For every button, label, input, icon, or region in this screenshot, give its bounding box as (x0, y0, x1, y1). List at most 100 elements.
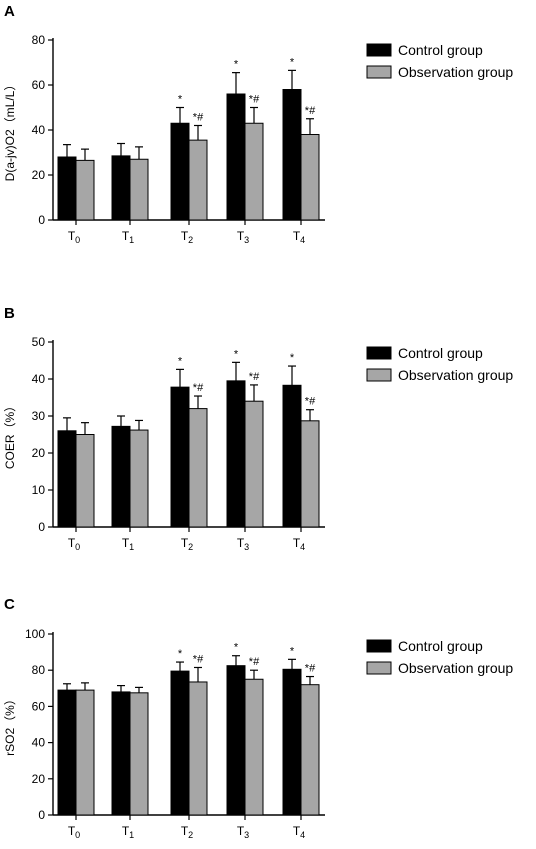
y-tick-label: 20 (32, 168, 46, 182)
significance-marker: * (290, 56, 295, 68)
legend-label: Observation group (398, 367, 513, 383)
y-tick-label: 40 (32, 123, 46, 137)
panel-letter: A (4, 3, 15, 20)
y-tick-label: 80 (32, 663, 46, 677)
y-axis-label: COER（%） (3, 400, 17, 469)
panel-letter: C (4, 596, 15, 613)
x-tick-label: T0 (68, 824, 80, 840)
significance-marker: *# (305, 663, 316, 675)
y-tick-label: 10 (32, 483, 46, 497)
bar-control (111, 155, 131, 221)
x-tick-label: T3 (237, 229, 249, 245)
bar-observation (244, 400, 264, 528)
bar-observation (188, 408, 208, 528)
bar-control (282, 384, 302, 528)
legend-swatch (366, 368, 392, 382)
significance-marker: * (234, 348, 239, 360)
y-tick-label: 80 (32, 33, 46, 47)
bar-observation (300, 420, 320, 528)
x-tick-label: T1 (122, 536, 134, 552)
y-tick-label: 30 (32, 409, 46, 423)
x-tick-label: T0 (68, 536, 80, 552)
significance-marker: * (178, 648, 183, 660)
y-axis-label: rSO2（%） (3, 693, 17, 756)
bar-observation (129, 692, 149, 816)
x-tick-label: T3 (237, 824, 249, 840)
y-tick-label: 100 (25, 627, 45, 641)
x-tick-label: T2 (181, 229, 193, 245)
x-tick-label: T2 (181, 824, 193, 840)
x-tick-label: T4 (293, 229, 305, 245)
y-tick-label: 50 (32, 335, 46, 349)
significance-marker: *# (249, 371, 260, 383)
bar-control (170, 386, 190, 528)
x-tick-label: T3 (237, 536, 249, 552)
x-tick-label: T2 (181, 536, 193, 552)
y-tick-label: 40 (32, 372, 46, 386)
bar-observation (188, 139, 208, 221)
bar-control (111, 425, 131, 528)
bar-control (111, 691, 131, 816)
chart-panel-a: A D(a-jv)O2（mL/L） 0 20 40 60 80 T0 T1 T2 T3 T4 * * * *#… (3, 3, 513, 245)
bar-observation (129, 158, 149, 221)
significance-marker: * (178, 355, 183, 367)
significance-marker: *# (305, 105, 316, 117)
x-tick-label: T1 (122, 824, 134, 840)
significance-marker: *# (305, 396, 316, 408)
significance-marker: *# (249, 656, 260, 668)
bar-control (282, 89, 302, 221)
bar-observation (75, 159, 95, 221)
x-tick-label: T1 (122, 229, 134, 245)
significance-marker: *# (193, 653, 204, 665)
legend-label: Observation group (398, 64, 513, 80)
bar-control (57, 689, 77, 816)
legend-swatch (366, 661, 392, 675)
x-tick-label: T4 (293, 824, 305, 840)
significance-marker: *# (193, 382, 204, 394)
significance-marker: * (178, 94, 183, 106)
x-tick-label: T0 (68, 229, 80, 245)
y-tick-label: 60 (32, 78, 46, 92)
bar-observation (75, 434, 95, 528)
x-tick-label: T4 (293, 536, 305, 552)
panel-letter: B (4, 305, 15, 322)
legend-label: Control group (398, 638, 483, 654)
bar-control (57, 430, 77, 528)
bar-observation (244, 678, 264, 816)
bar-observation (244, 122, 264, 221)
legend-label: Observation group (398, 660, 513, 676)
y-tick-label: 0 (38, 213, 45, 227)
legend-swatch (366, 65, 392, 79)
legend-swatch (366, 639, 392, 653)
bar-observation (188, 681, 208, 816)
bar-observation (300, 134, 320, 221)
bar-observation (300, 684, 320, 816)
significance-marker: *# (193, 112, 204, 124)
bar-control (170, 670, 190, 816)
y-tick-label: 20 (32, 446, 46, 460)
bar-observation (75, 689, 95, 816)
y-tick-label: 20 (32, 772, 46, 786)
y-tick-label: 40 (32, 736, 46, 750)
significance-marker: *# (249, 94, 260, 106)
significance-marker: * (234, 642, 239, 654)
bar-control (282, 668, 302, 816)
significance-marker: * (234, 59, 239, 71)
y-tick-label: 0 (38, 520, 45, 534)
bar-control (57, 156, 77, 221)
bar-control (226, 380, 246, 528)
chart-panel-b: B COER（%） 0 10 20 30 40 50 T0 T1 T2 T3 T4 * * * *# *# *# Co… (3, 305, 513, 552)
significance-marker: * (290, 645, 295, 657)
significance-marker: * (290, 352, 295, 364)
bar-control (226, 93, 246, 221)
legend-swatch (366, 346, 392, 360)
legend-swatch (366, 43, 392, 57)
legend-label: Control group (398, 345, 483, 361)
y-tick-label: 60 (32, 699, 46, 713)
bar-observation (129, 429, 149, 528)
bar-control (226, 665, 246, 816)
y-axis-label: D(a-jv)O2（mL/L） (3, 79, 17, 182)
y-tick-label: 0 (38, 808, 45, 822)
